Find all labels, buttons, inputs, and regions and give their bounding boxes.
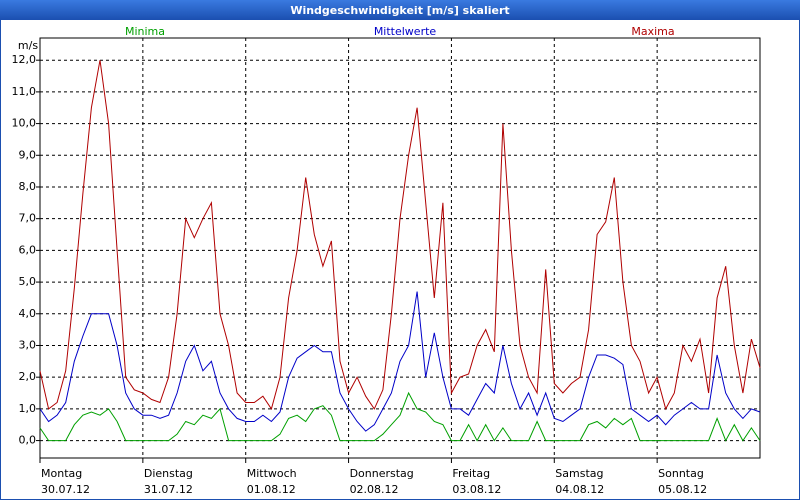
x-tick-label: Montag [41,467,82,480]
legend-entry: Maxima [631,25,674,38]
y-tick-label: 1,0 [19,402,37,415]
y-tick-label: 2,0 [19,370,37,383]
plot-area [39,37,761,459]
y-tick-label: 9,0 [19,148,37,161]
x-tick-label: 05.08.12 [658,483,707,496]
series-line [39,291,761,432]
y-tick-label: 10,0 [12,117,37,130]
x-tick-label: 30.07.12 [41,483,90,496]
x-tick-label: Freitag [452,467,490,480]
x-tick-label: Mittwoch [247,467,297,480]
x-tick-label: 02.08.12 [350,483,399,496]
x-tick-label: 31.07.12 [144,483,193,496]
title-bar [0,0,800,20]
legend-entry: Minima [125,25,165,38]
y-tick-label: 3,0 [19,338,37,351]
x-tick-label: 04.08.12 [555,483,604,496]
y-tick-label: 12,0 [12,53,37,66]
y-tick-label: 0,0 [19,434,37,447]
window-title: Windgeschwindigkeit [m/s] skaliert [290,4,509,17]
series-line [39,60,761,411]
y-axis-label: m/s [18,39,38,52]
x-tick-label: Donnerstag [350,467,414,480]
y-tick-label: 4,0 [19,307,37,320]
y-tick-label: 5,0 [19,275,37,288]
y-tick-label: 6,0 [19,243,37,256]
y-tick-label: 7,0 [19,212,37,225]
y-tick-label: 8,0 [19,180,37,193]
x-tick-label: 03.08.12 [452,483,501,496]
x-tick-label: Samstag [555,467,603,480]
x-tick-label: Dienstag [144,467,193,480]
series-line [39,391,761,442]
x-tick-label: Sonntag [658,467,704,480]
legend-entry: Mittelwerte [374,25,437,38]
y-tick-label: 11,0 [12,85,37,98]
x-tick-label: 01.08.12 [247,483,296,496]
